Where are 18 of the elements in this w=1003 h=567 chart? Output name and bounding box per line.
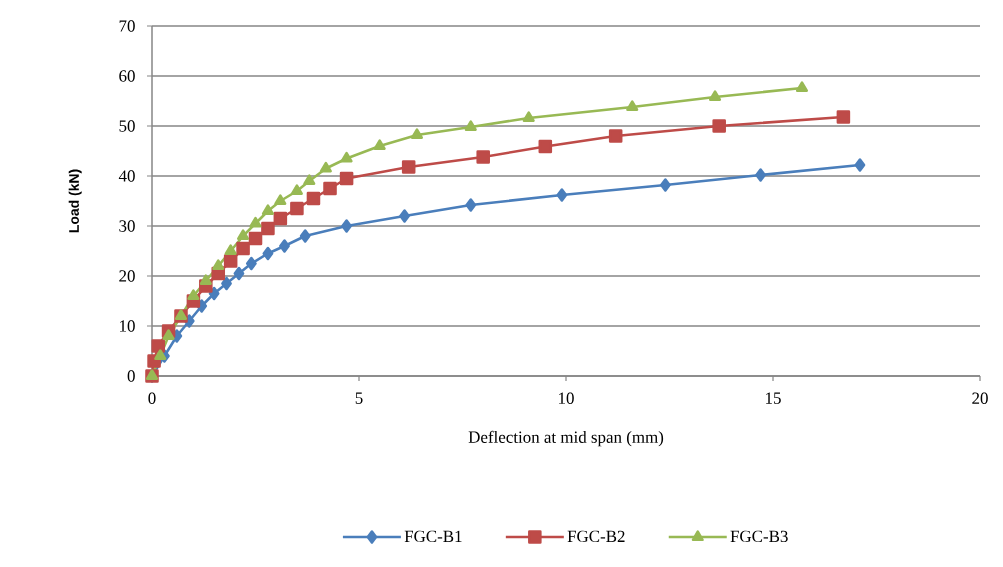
y-tick-label: 40 (118, 170, 135, 182)
y-tick-label: 70 (119, 20, 135, 32)
y-tick-label: 0 (127, 370, 135, 382)
y-tick-label: 20 (119, 270, 135, 282)
y-tick-label: 30 (119, 220, 135, 232)
y-tick-label: 10 (120, 320, 135, 332)
legend-label: FGC-B2 (567, 530, 625, 543)
y-tick-label: 50 (119, 120, 135, 132)
x-tick-label: 5 (355, 392, 363, 404)
y-tick-label: 60 (119, 70, 135, 82)
y-axis-title: Load (kN) (68, 169, 82, 233)
x-tick-label: 0 (148, 392, 156, 404)
x-tick-label: 20 (972, 392, 988, 404)
legend-label: FGC-B1 (404, 530, 462, 543)
x-tick-label: 15 (766, 392, 781, 404)
x-tick-label: 10 (559, 392, 574, 404)
x-axis-title: Deflection at mid span (mm) (468, 430, 664, 447)
legend-label: FGC-B3 (730, 530, 788, 543)
